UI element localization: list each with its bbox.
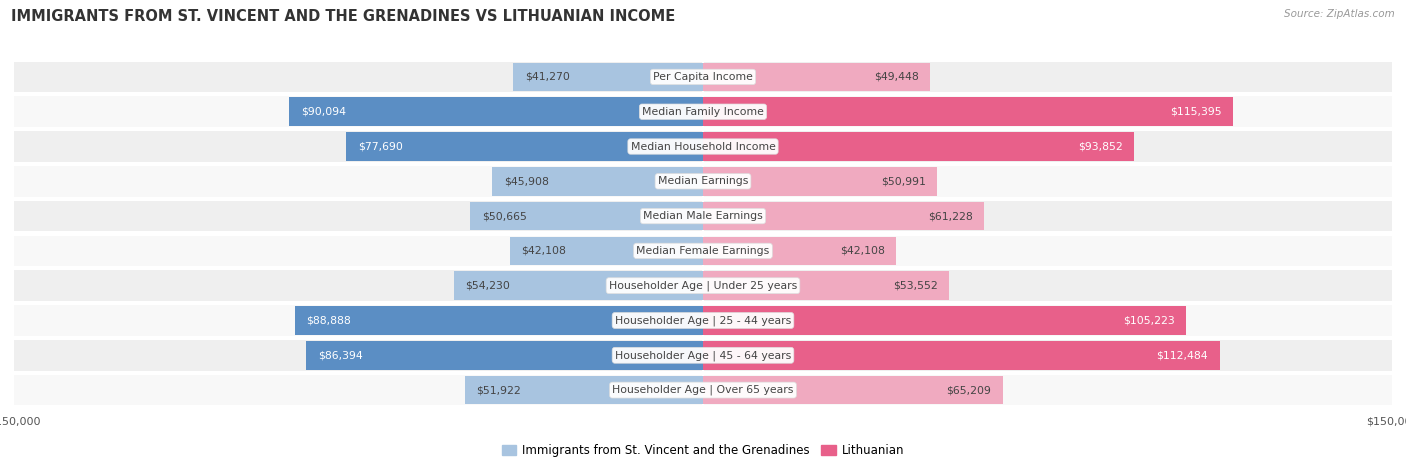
Text: Householder Age | Over 65 years: Householder Age | Over 65 years xyxy=(612,385,794,396)
Text: $51,922: $51,922 xyxy=(477,385,520,395)
Text: $42,108: $42,108 xyxy=(522,246,567,256)
Bar xyxy=(14,305,1392,336)
Text: $42,108: $42,108 xyxy=(839,246,884,256)
Bar xyxy=(14,340,1392,371)
Bar xyxy=(703,376,1002,404)
Text: $90,094: $90,094 xyxy=(301,107,346,117)
Text: $86,394: $86,394 xyxy=(318,350,363,360)
Text: $65,209: $65,209 xyxy=(946,385,991,395)
Bar xyxy=(492,167,703,196)
Text: Median Family Income: Median Family Income xyxy=(643,107,763,117)
Bar xyxy=(14,166,1392,197)
Bar xyxy=(703,202,984,230)
Text: $54,230: $54,230 xyxy=(465,281,510,290)
Text: Householder Age | 25 - 44 years: Householder Age | 25 - 44 years xyxy=(614,315,792,326)
Bar xyxy=(703,98,1233,126)
Text: $105,223: $105,223 xyxy=(1123,316,1175,325)
Bar xyxy=(14,375,1392,405)
Text: IMMIGRANTS FROM ST. VINCENT AND THE GRENADINES VS LITHUANIAN INCOME: IMMIGRANTS FROM ST. VINCENT AND THE GREN… xyxy=(11,9,675,24)
Text: Median Earnings: Median Earnings xyxy=(658,177,748,186)
Bar xyxy=(470,202,703,230)
Text: $41,270: $41,270 xyxy=(524,72,569,82)
Bar xyxy=(14,131,1392,162)
Bar xyxy=(703,306,1187,335)
Text: Householder Age | 45 - 64 years: Householder Age | 45 - 64 years xyxy=(614,350,792,361)
Text: Source: ZipAtlas.com: Source: ZipAtlas.com xyxy=(1284,9,1395,19)
Bar xyxy=(14,62,1392,92)
Bar xyxy=(703,63,931,91)
Text: $50,665: $50,665 xyxy=(482,211,527,221)
Text: Median Female Earnings: Median Female Earnings xyxy=(637,246,769,256)
Bar xyxy=(346,132,703,161)
Text: Median Male Earnings: Median Male Earnings xyxy=(643,211,763,221)
Bar xyxy=(703,132,1135,161)
Bar xyxy=(307,341,703,369)
Text: Median Household Income: Median Household Income xyxy=(630,142,776,151)
Bar xyxy=(14,270,1392,301)
Text: $53,552: $53,552 xyxy=(893,281,938,290)
Bar xyxy=(703,341,1219,369)
Text: $61,228: $61,228 xyxy=(928,211,973,221)
Bar xyxy=(14,96,1392,127)
Text: $49,448: $49,448 xyxy=(875,72,918,82)
Bar xyxy=(464,376,703,404)
Text: Per Capita Income: Per Capita Income xyxy=(652,72,754,82)
Bar xyxy=(454,271,703,300)
Bar xyxy=(509,237,703,265)
Bar xyxy=(703,167,938,196)
Legend: Immigrants from St. Vincent and the Grenadines, Lithuanian: Immigrants from St. Vincent and the Gren… xyxy=(498,439,908,462)
Bar xyxy=(513,63,703,91)
Bar xyxy=(295,306,703,335)
Text: $115,395: $115,395 xyxy=(1170,107,1222,117)
Text: $77,690: $77,690 xyxy=(357,142,402,151)
Text: $50,991: $50,991 xyxy=(880,177,925,186)
Bar xyxy=(290,98,703,126)
Text: $112,484: $112,484 xyxy=(1157,350,1208,360)
Bar xyxy=(14,201,1392,232)
Bar xyxy=(14,235,1392,266)
Bar xyxy=(703,271,949,300)
Bar xyxy=(703,237,897,265)
Text: Householder Age | Under 25 years: Householder Age | Under 25 years xyxy=(609,281,797,291)
Text: $93,852: $93,852 xyxy=(1078,142,1122,151)
Text: $88,888: $88,888 xyxy=(307,316,352,325)
Text: $45,908: $45,908 xyxy=(503,177,548,186)
